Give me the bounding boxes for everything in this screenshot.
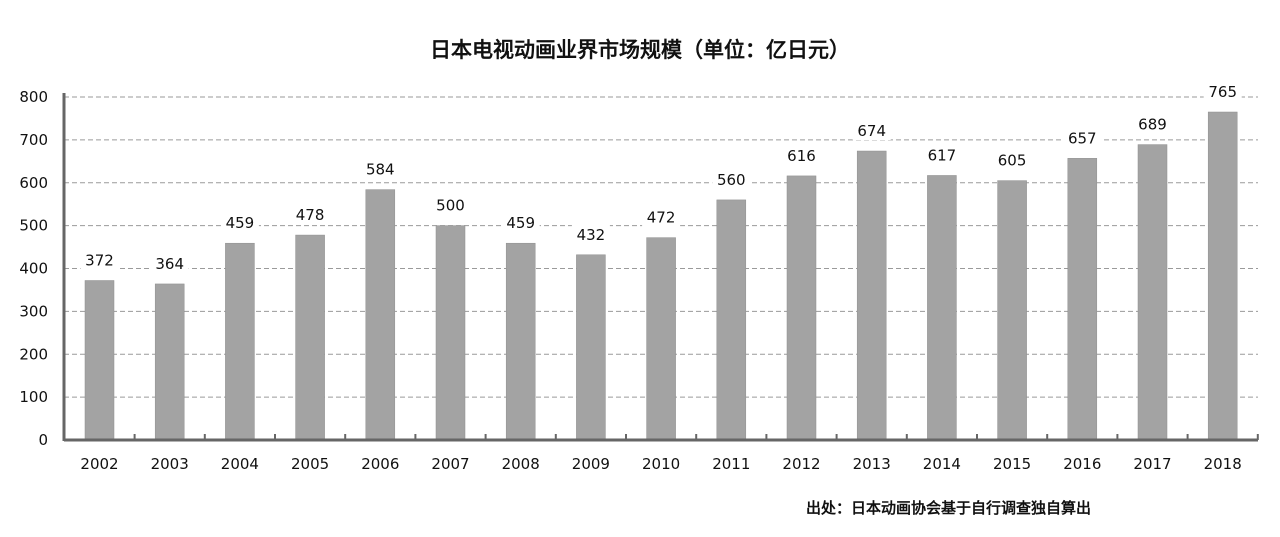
data-label: 500 [436,197,465,215]
x-tick-label: 2017 [1133,455,1171,473]
data-label-backdrop [501,212,540,233]
y-tick-label: 400 [19,260,48,278]
data-label: 478 [296,206,325,224]
data-label: 616 [787,147,816,165]
data-label: 364 [155,255,184,273]
data-label: 765 [1208,83,1237,101]
x-tick-label: 2016 [1063,455,1101,473]
x-tick-label: 2007 [431,455,469,473]
chart-title: 日本电视动画业界市场规模（单位：亿日元） [430,38,850,62]
y-tick-label: 700 [19,131,48,149]
bar [154,283,185,441]
data-label: 674 [857,122,886,140]
data-label: 617 [928,146,957,164]
data-label: 584 [366,161,395,179]
bar [1067,158,1098,441]
data-label-backdrop [1203,81,1242,102]
x-tick-label: 2002 [80,455,118,473]
data-label-backdrop [993,149,1032,170]
y-tick-label: 200 [19,345,48,363]
x-tick-label: 2008 [502,455,540,473]
y-tick-label: 600 [19,174,48,192]
bar [1137,144,1168,441]
data-label-backdrop [642,206,681,227]
x-tick-label: 2010 [642,455,680,473]
data-label: 560 [717,171,746,189]
y-tick-label: 300 [19,302,48,320]
data-label-backdrop [1063,127,1102,148]
x-tick-label: 2003 [151,455,189,473]
bar [786,175,817,441]
x-tick-label: 2006 [361,455,399,473]
x-tick-labels: 2002 2003 2004 2005 2006 2007 2008 2009 2010 2011… [80,455,1241,473]
bar [225,242,255,441]
x-tick-label: 2005 [291,455,329,473]
y-tick-label: 100 [19,388,48,406]
data-label: 689 [1138,116,1167,134]
data-label-backdrop [852,120,891,141]
x-tick-label: 2013 [853,455,891,473]
x-tick-label: 2004 [221,455,259,473]
data-label: 459 [506,214,535,232]
data-label: 472 [647,209,676,227]
x-tick-label: 2018 [1204,455,1242,473]
x-tick-label: 2011 [712,455,750,473]
bar [295,234,325,441]
x-tick-label: 2012 [782,455,820,473]
x-tick-label: 2014 [923,455,961,473]
bar [365,189,396,441]
data-label-backdrop [291,204,330,225]
bar [505,242,536,441]
x-tick-label: 2009 [572,455,610,473]
data-label: 657 [1068,129,1097,147]
bar [1207,111,1238,441]
bar [646,237,676,441]
bar [84,280,115,441]
data-label: 605 [998,152,1027,170]
data-label-backdrop [571,223,610,244]
source-note: 出处：日本动画协会基于自行调查独自算出 [806,499,1092,517]
data-label-backdrop [922,144,961,165]
bars [84,111,1238,441]
bar [435,225,466,441]
axes [62,93,1259,442]
data-label-backdrop [1133,113,1172,134]
y-tick-labels: 0 100 200 300 400 500 600 700 800 [19,88,48,449]
y-tick-label: 800 [19,88,48,106]
data-label-backdrop [220,212,259,233]
data-label: 432 [577,226,606,244]
data-labels: 372 364 459 478 584 500 459 432 472 560 616 674 617 6… [80,81,1242,273]
data-label-backdrop [361,158,400,179]
bar [716,199,747,441]
bar [997,180,1027,441]
data-label: 459 [226,214,255,232]
bar [927,175,957,441]
data-label-backdrop [782,144,821,165]
bar [856,150,887,441]
y-tick-label: 0 [38,431,48,449]
x-tick-label: 2015 [993,455,1031,473]
y-tick-label: 500 [19,217,48,235]
data-label-backdrop [712,168,751,189]
data-label: 372 [85,252,114,270]
data-label-backdrop [80,249,119,270]
data-label-backdrop [150,252,189,273]
bar [576,254,606,441]
data-label-backdrop [431,194,470,215]
